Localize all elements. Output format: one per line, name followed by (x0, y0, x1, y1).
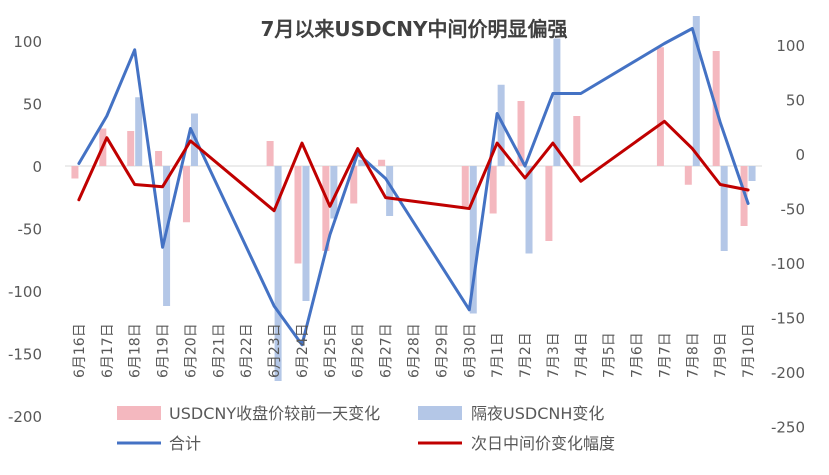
x-category-label: 7月8日 (685, 332, 701, 378)
y-right-tick-label: -200 (771, 364, 805, 382)
x-category-label: 7月3日 (546, 332, 562, 378)
bar-usdcny (378, 159, 386, 166)
bar-usdcny (350, 166, 358, 204)
x-category-label: 6月27日 (379, 323, 395, 378)
bar-usdcnh (553, 38, 561, 166)
legend-label-usdcnh: 隔夜USDCNH变化 (471, 404, 604, 423)
bar-usdcnh (358, 159, 366, 166)
bar-usdcnh (525, 166, 533, 254)
bar-usdcny (684, 166, 692, 185)
bar-usdcny (71, 166, 79, 179)
bar-usdcny (294, 166, 302, 264)
line-total (77, 27, 750, 347)
y-right-tick-label: 0 (795, 146, 805, 164)
x-category-label: 6月24日 (295, 323, 311, 378)
chart-title: 7月以来USDCNY中间价明显偏强 (260, 17, 567, 41)
bar-usdcnh (692, 16, 700, 166)
bar-usdcny (461, 166, 469, 206)
x-category-label: 6月23日 (267, 323, 283, 378)
bar-usdcny (155, 151, 163, 166)
y-left-tick-label: -150 (8, 346, 42, 364)
x-category-label: 6月16日 (72, 323, 88, 378)
legend-label-next-day: 次日中间价变化幅度 (471, 434, 615, 453)
legend-swatch-usdcny (117, 406, 161, 420)
bar-usdcnh (386, 166, 394, 216)
y-right-tick-label: 150 (776, 0, 805, 1)
bar-usdcnh (748, 166, 756, 181)
x-category-label: 6月30日 (462, 323, 478, 378)
y-right-tick-label: -50 (781, 201, 806, 219)
x-category-label: 6月29日 (434, 323, 450, 378)
x-category-label: 7月9日 (713, 332, 729, 378)
x-category-label: 6月18日 (128, 323, 144, 378)
x-category-label: 7月7日 (657, 332, 673, 378)
y-left-tick-label: 0 (32, 158, 42, 176)
x-category-label: 6月19日 (156, 323, 172, 378)
y-right-tick-label: -250 (771, 419, 805, 437)
x-category-label: 7月4日 (574, 332, 590, 378)
x-category-label: 6月17日 (100, 323, 116, 378)
bar-usdcnh (302, 166, 310, 301)
legend-swatch-usdcnh (418, 406, 462, 420)
y-left-tick-label: -200 (8, 408, 42, 426)
bar-usdcnh (135, 97, 143, 166)
bar-usdcnh (469, 166, 477, 314)
line-next-day-fixing (77, 119, 750, 213)
bar-usdcny (127, 131, 135, 166)
bar-usdcny (182, 166, 190, 223)
x-category-label: 6月22日 (239, 323, 255, 378)
y-right-tick-label: -100 (771, 255, 805, 273)
bar-usdcnh (274, 166, 282, 381)
legend-label-total: 合计 (169, 434, 201, 453)
x-category-label: 6月21日 (211, 323, 227, 378)
y-left-tick-label: -100 (8, 283, 42, 301)
y-left-tick-label: 100 (13, 33, 42, 51)
x-category-label: 7月6日 (630, 332, 646, 378)
legend-label-usdcny: USDCNY收盘价较前一天变化 (169, 404, 380, 423)
x-category-label: 7月2日 (518, 332, 534, 378)
x-category-label: 6月28日 (407, 323, 423, 378)
x-category-label: 6月20日 (183, 323, 199, 378)
bar-usdcny (656, 47, 664, 166)
bar-usdcny (489, 166, 497, 214)
x-category-label: 6月26日 (351, 323, 367, 378)
x-category-label: 6月25日 (323, 323, 339, 378)
bar-usdcny (322, 166, 330, 251)
bar-usdcny (573, 116, 581, 166)
x-category-label: 7月1日 (490, 332, 506, 378)
y-right-tick-label: 50 (786, 92, 805, 110)
bar-usdcny (266, 141, 274, 166)
bar-usdcnh (497, 84, 505, 166)
bar-usdcnh (720, 166, 728, 251)
y-right-tick-label: -150 (771, 310, 805, 328)
y-left-tick-label: -50 (18, 221, 43, 239)
bar-usdcny (545, 166, 553, 241)
x-category-label: 7月5日 (602, 332, 618, 378)
x-category-label: 7月10日 (741, 323, 757, 378)
bar-usdcny (517, 101, 525, 166)
y-left-tick-label: 50 (23, 96, 42, 114)
bar-usdcnh (330, 166, 338, 219)
y-right-tick-label: 100 (776, 37, 805, 55)
